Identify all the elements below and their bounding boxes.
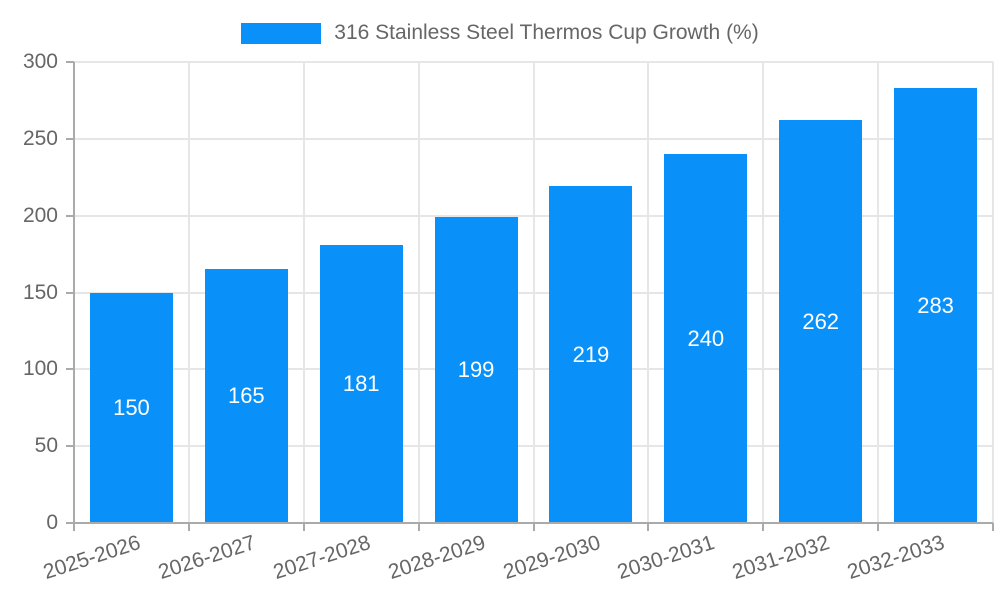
y-tick-label: 300 — [22, 50, 58, 73]
bar-value-label: 240 — [687, 325, 725, 351]
y-tick-label: 0 — [46, 511, 58, 534]
y-axis-tick — [66, 137, 74, 140]
legend-label: 316 Stainless Steel Thermos Cup Growth (… — [334, 21, 759, 44]
y-tick-label: 50 — [34, 434, 58, 458]
bar-value-label: 199 — [457, 357, 495, 383]
x-axis-tick — [417, 523, 420, 531]
x-tick-label-text: 2027-2028 — [270, 531, 373, 584]
bar[interactable] — [434, 217, 518, 523]
y-tick-label: 250 — [22, 126, 58, 150]
legend-swatch-icon — [241, 22, 322, 44]
x-tick-label-text: 2026-2027 — [155, 531, 259, 584]
y-tick-label: 150 — [22, 280, 58, 304]
bar[interactable] — [664, 154, 748, 523]
gridline-v — [992, 62, 994, 523]
x-tick-label-text: 2031-2032 — [729, 531, 833, 584]
gridline-v — [417, 62, 420, 523]
x-axis-tick — [762, 523, 765, 531]
x-axis-tick — [187, 523, 190, 531]
bar-value-label: 181 — [342, 370, 380, 396]
bar[interactable] — [319, 244, 403, 523]
x-tick-label-text: 2025-2026 — [40, 531, 144, 584]
x-tick-label-text: 2028-2029 — [385, 531, 488, 584]
gridline-v — [532, 62, 535, 523]
x-tick-label-text: 2029-2030 — [500, 531, 603, 584]
y-axis-tick — [66, 445, 74, 448]
x-tick-label-text: 2030-2031 — [614, 531, 718, 584]
x-axis-tick — [532, 523, 535, 531]
bar-value-label: 150 — [113, 394, 150, 420]
x-axis-tick — [992, 523, 994, 531]
x-axis-tick — [302, 523, 305, 531]
x-axis-line — [66, 522, 993, 524]
gridline-v — [302, 62, 305, 523]
bar[interactable] — [894, 88, 978, 523]
y-axis-line — [73, 62, 75, 531]
y-axis-tick — [66, 214, 74, 217]
y-axis-tick — [66, 368, 74, 371]
gridline-v — [762, 62, 765, 523]
y-axis-tick — [66, 61, 74, 63]
bar[interactable] — [204, 269, 288, 523]
y-tick-label: 100 — [22, 357, 58, 381]
bar[interactable] — [549, 186, 633, 523]
y-axis-tick — [66, 291, 74, 294]
x-axis-tick — [877, 523, 880, 531]
plot-area: 150 165 181 199 219 240 262 283 — [74, 61, 994, 523]
bar-value-label: 219 — [572, 341, 610, 367]
bar[interactable] — [89, 292, 173, 523]
bar-value-label: 262 — [802, 308, 840, 334]
x-tick-label-text: 2032-2033 — [844, 531, 948, 584]
gridline-v — [877, 62, 880, 523]
gridline-v — [187, 62, 190, 523]
y-tick-label: 200 — [22, 203, 58, 227]
legend[interactable]: 316 Stainless Steel Thermos Cup Growth (… — [0, 21, 1000, 45]
gridline-v — [647, 62, 650, 523]
bar-value-label: 283 — [917, 292, 954, 318]
bar-value-label: 165 — [227, 383, 265, 409]
x-axis-tick — [647, 523, 650, 531]
bar[interactable] — [779, 120, 863, 523]
